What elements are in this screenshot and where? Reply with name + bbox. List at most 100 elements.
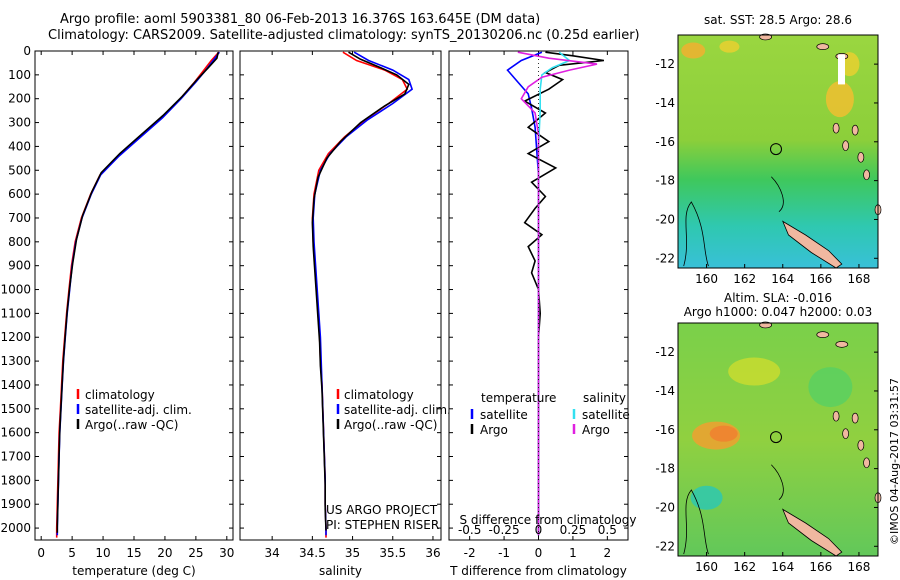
x-tick-label: -1 (498, 546, 510, 560)
island (851, 124, 859, 136)
x-tick-label: 0 (37, 546, 45, 560)
island (816, 43, 830, 51)
landmass-new-caledonia (781, 508, 843, 557)
reef-contour (683, 489, 709, 555)
x-tick-label: 34.5 (299, 546, 326, 560)
legend-label: Argo(..raw -QC) (85, 418, 178, 432)
x-tick-label: -2 (464, 546, 476, 560)
map-title: Altim. SLA: -0.016 (724, 291, 832, 305)
y-tick-label: -22 (655, 539, 675, 553)
legend-label: satellite-adj. clim. (344, 403, 451, 417)
x-tick-label: 20 (157, 546, 172, 560)
map-frame (677, 34, 879, 269)
x-tick-label: 25 (188, 546, 203, 560)
legend-label: Argo (582, 423, 610, 437)
map-anomaly (709, 425, 738, 442)
figure-subtitle: Climatology: CARS2009. Satellite-adjuste… (48, 28, 640, 43)
x-tick-label: 30 (219, 546, 234, 560)
map-anomaly (825, 81, 854, 118)
map-anomaly (808, 367, 853, 408)
top-tick-label: 0.5 (598, 523, 617, 537)
depth-tick-label: 1400 (0, 378, 31, 392)
y-tick-label: -12 (655, 345, 675, 359)
island (863, 169, 870, 181)
x-tick-label: 36 (425, 546, 440, 560)
map-title: sat. SST: 28.5 Argo: 28.6 (704, 13, 852, 27)
series-line-argo-raw-qc- (311, 51, 410, 531)
x-tick-label: 164 (771, 272, 794, 286)
y-tick-label: -16 (655, 423, 675, 437)
x-tick-label: 34 (265, 546, 280, 560)
map-anomaly (728, 357, 781, 386)
x-tick-label: 1 (569, 546, 577, 560)
x-tick-label: 5 (68, 546, 76, 560)
reef-contour (683, 201, 709, 267)
legend-label: climatology (344, 388, 414, 402)
top-tick-label: 0 (535, 523, 543, 537)
depth-tick-label: 100 (8, 68, 31, 82)
x-tick-label: 15 (126, 546, 141, 560)
island (832, 122, 840, 134)
difference-panel: -2 -1 0 1 2 T difference from climatology -0.5… (448, 50, 636, 578)
map-frame (677, 322, 879, 557)
island (863, 457, 870, 469)
x-tick-label: 0 (535, 546, 543, 560)
x-tick-label: 162 (733, 272, 756, 286)
top-tick-label: -0.25 (489, 523, 520, 537)
map-subtitle: Argo h1000: 0.047 h2000: 0.03 (684, 305, 873, 319)
x-tick-label: 168 (847, 272, 870, 286)
imos-stamp: ©IMOS 04-Aug-2017 03:31:57 (888, 378, 900, 545)
depth-tick-label: 1600 (0, 426, 31, 440)
island (857, 151, 865, 163)
top-tick-label: -0.5 (458, 523, 481, 537)
x-axis-label: T difference from climatology (449, 564, 627, 578)
y-tick-label: -20 (655, 212, 675, 226)
temperature-panel: 0100200300400500600700800900100011001200… (0, 44, 234, 578)
depth-tick-label: 1900 (0, 497, 31, 511)
argo-location-marker (770, 143, 782, 156)
legend-label: satellite (480, 408, 528, 422)
y-tick-label: -16 (655, 135, 675, 149)
salinity-panel: 34 34.5 35 35.5 36 salinity climatologysatelli… (239, 50, 451, 578)
x-tick-label: 164 (771, 560, 794, 574)
figure-title: Argo profile: aoml 5903381_80 06-Feb-201… (60, 12, 541, 27)
island (842, 140, 849, 152)
sla-map-panel: 160 162 164 166 168 -12 -14 -16 -18 -20 -22 Altim. … (655, 291, 882, 574)
depth-tick-label: 2000 (0, 521, 31, 535)
argo-location-marker (770, 431, 782, 444)
plot-frame (34, 50, 234, 541)
x-tick-label: 160 (695, 272, 718, 286)
x-tick-label: 168 (847, 560, 870, 574)
y-tick-label: -18 (655, 462, 675, 476)
y-tick-label: -22 (655, 251, 675, 265)
project-annotation: US ARGO PROJECT (326, 503, 438, 517)
x-tick-label: 166 (809, 272, 832, 286)
y-tick-label: -20 (655, 500, 675, 514)
y-tick-label: -14 (655, 96, 675, 110)
y-tick-label: -18 (655, 174, 675, 188)
x-tick-label: 10 (95, 546, 110, 560)
depth-tick-label: 700 (8, 211, 31, 225)
island (835, 341, 849, 348)
x-tick-label: 2 (604, 546, 612, 560)
island (851, 412, 859, 424)
plot-frame (239, 50, 442, 541)
series-line-argo-raw-qc- (56, 52, 219, 533)
legend-header: salinity (583, 391, 626, 405)
top-tick-label: 0.25 (560, 523, 587, 537)
series-line-s-argo (517, 51, 598, 536)
depth-tick-label: 800 (8, 235, 31, 249)
x-tick-label: 166 (809, 560, 832, 574)
legend-header: temperature (481, 391, 556, 405)
y-tick-label: -14 (655, 384, 675, 398)
sst-map-panel: 160 162 164 166 168 -12 -14 -16 -18 -20 -22 sat. SS… (655, 13, 882, 286)
depth-tick-label: 900 (8, 259, 31, 273)
island (857, 439, 865, 451)
depth-tick-label: 400 (8, 139, 31, 153)
depth-tick-label: 600 (8, 187, 31, 201)
island (816, 331, 830, 338)
legend-label: Argo(..raw -QC) (344, 418, 437, 432)
depth-tick-label: 1000 (0, 283, 31, 297)
legend-label: satellite-adj. clim. (85, 403, 192, 417)
